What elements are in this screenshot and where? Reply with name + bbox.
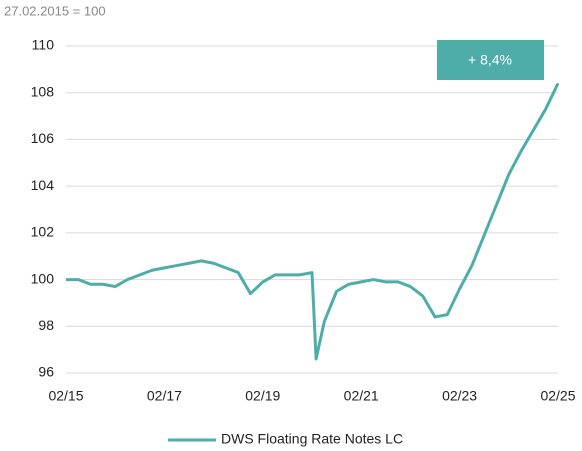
- x-tick-label: 02/17: [147, 388, 182, 404]
- x-tick-label: 02/21: [344, 388, 379, 404]
- y-tick-label: 110: [32, 37, 55, 53]
- annotation-box: [437, 40, 544, 80]
- y-tick-label: 104: [31, 177, 55, 193]
- y-tick-label: 100: [31, 270, 55, 286]
- x-tick-label: 02/19: [245, 388, 280, 404]
- y-tick-label: 96: [38, 364, 54, 380]
- series-line: [66, 82, 560, 361]
- annotation: + 8,4%: [468, 52, 512, 68]
- y-tick-label: 102: [31, 224, 55, 240]
- subtitle: 27.02.2015 = 100: [4, 3, 106, 18]
- y-tick-label: 108: [31, 83, 55, 99]
- y-tick-label: 98: [38, 317, 54, 333]
- legend-label: DWS Floating Rate Notes LC: [221, 431, 403, 447]
- x-tick-label: 02/15: [48, 388, 83, 404]
- x-tick-label: 02/23: [442, 388, 477, 404]
- y-tick-label: 106: [31, 130, 55, 146]
- x-tick-label: 02/25: [540, 388, 575, 404]
